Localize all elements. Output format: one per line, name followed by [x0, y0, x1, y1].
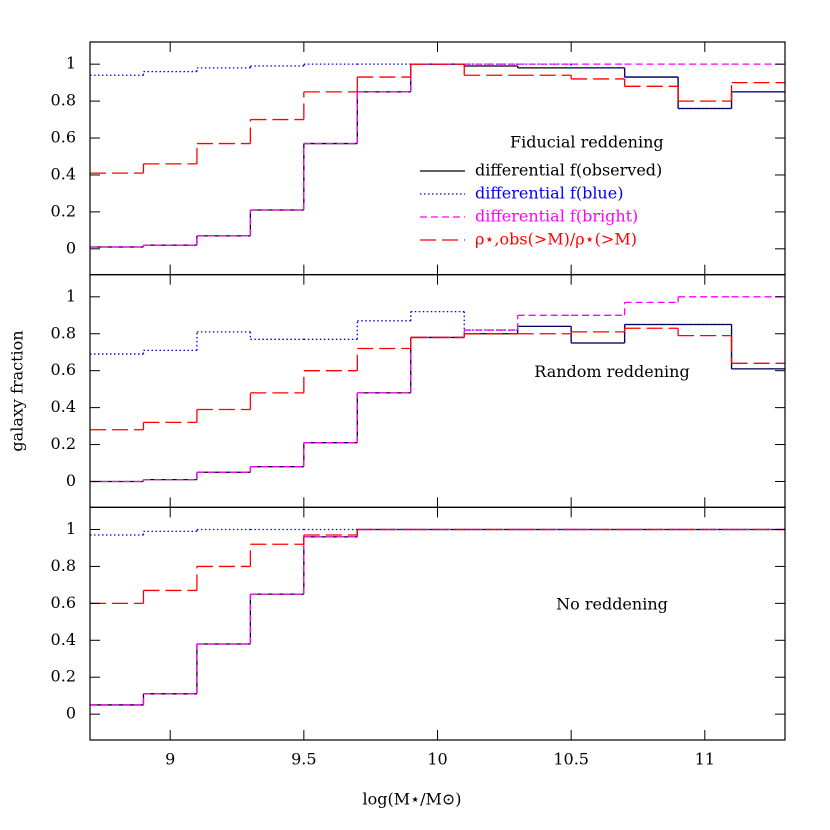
y-tick-label: 0.2 [51, 201, 76, 220]
y-tick-label: 0 [66, 471, 76, 490]
legend-label: differential f(blue) [475, 184, 623, 203]
y-tick-label: 0 [66, 238, 76, 257]
y-tick-label: 0.4 [51, 630, 76, 649]
panel-frame [89, 274, 786, 508]
x-tick-label: 9 [165, 750, 175, 769]
y-tick-label: 0.8 [51, 556, 76, 575]
y-tick-label: 1 [66, 54, 76, 73]
y-tick-label: 0.2 [51, 434, 76, 453]
y-tick-label: 1 [66, 519, 76, 538]
panel-frame [89, 41, 786, 276]
y-tick-label: 0.6 [51, 128, 76, 147]
legend-title: Fiducial reddening [510, 133, 664, 152]
y-tick-label: 0.8 [51, 91, 76, 110]
x-tick-label: 10.5 [553, 750, 589, 769]
panel-annotation: No reddening [556, 595, 668, 614]
y-tick-label: 0 [66, 704, 76, 723]
y-axis-label: galaxy fraction [8, 330, 27, 451]
legend-label: ρ⋆,obs(>M)/ρ⋆(>M) [475, 230, 637, 249]
x-tick-label: 9.5 [291, 750, 316, 769]
legend-label: differential f(bright) [475, 207, 638, 226]
panel-frame [89, 506, 786, 741]
x-tick-label: 11 [695, 750, 715, 769]
y-tick-label: 0.4 [51, 397, 76, 416]
legend-label: differential f(observed) [475, 161, 662, 180]
panel-annotation: Random reddening [534, 362, 689, 381]
x-axis-label: log(M⋆/M⊙) [362, 790, 461, 809]
y-tick-label: 0.4 [51, 164, 76, 183]
y-tick-label: 0.6 [51, 593, 76, 612]
y-tick-label: 1 [66, 286, 76, 305]
x-tick-label: 10 [427, 750, 447, 769]
y-tick-label: 0.2 [51, 667, 76, 686]
y-tick-label: 0.6 [51, 360, 76, 379]
y-tick-label: 0.8 [51, 323, 76, 342]
